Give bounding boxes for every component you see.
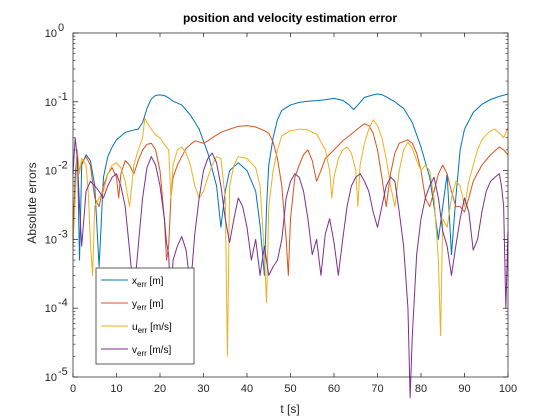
x-tick-label: 0 [70, 383, 76, 395]
legend-entry-x-err: xerr [m] [132, 276, 164, 289]
x-tick-label: 20 [154, 383, 166, 395]
x-tick-label: 90 [458, 383, 470, 395]
y-tick-exponent: -5 [58, 366, 68, 378]
chart-title: position and velocity estimation error [183, 11, 397, 25]
x-tick-label: 60 [328, 383, 340, 395]
y-tick-label: 10 [45, 97, 57, 109]
legend-box [95, 267, 195, 365]
series-group [72, 93, 509, 399]
series-line-v-err [72, 137, 509, 399]
legend-entry-y-err: yerr [m] [132, 299, 164, 312]
y-tick-exponent: -1 [58, 91, 68, 103]
y-tick-exponent: -2 [58, 160, 68, 172]
y-tick-label: 10 [45, 234, 57, 246]
x-axis: 0 10 20 30 40 50 60 70 80 90 100 [70, 33, 517, 395]
x-axis-label: t [s] [280, 402, 299, 416]
x-tick-label: 50 [284, 383, 296, 395]
series-line-u-err [72, 117, 509, 357]
x-tick-label: 100 [499, 383, 517, 395]
y-axis-label: Absolute errors [25, 162, 39, 243]
y-tick-exponent: 0 [58, 22, 64, 34]
x-tick-label: 40 [241, 383, 253, 395]
x-tick-label: 80 [415, 383, 427, 395]
x-tick-label: 30 [197, 383, 209, 395]
y-tick-label: 10 [45, 166, 57, 178]
legend: xerr [m] yerr [m] uerr [m/s] verr [m/s] [95, 267, 195, 365]
legend-entry-v-err: verr [m/s] [132, 345, 171, 358]
x-tick-label: 70 [371, 383, 383, 395]
y-tick-label: 10 [45, 303, 57, 315]
y-tick-exponent: -3 [58, 228, 68, 240]
y-tick-label: 10 [45, 372, 57, 384]
y-tick-exponent: -4 [58, 297, 68, 309]
x-tick-label: 10 [110, 383, 122, 395]
series-line-y-err [72, 123, 509, 276]
y-tick-label: 10 [45, 28, 57, 40]
legend-entry-u-err: uerr [m/s] [132, 322, 172, 335]
